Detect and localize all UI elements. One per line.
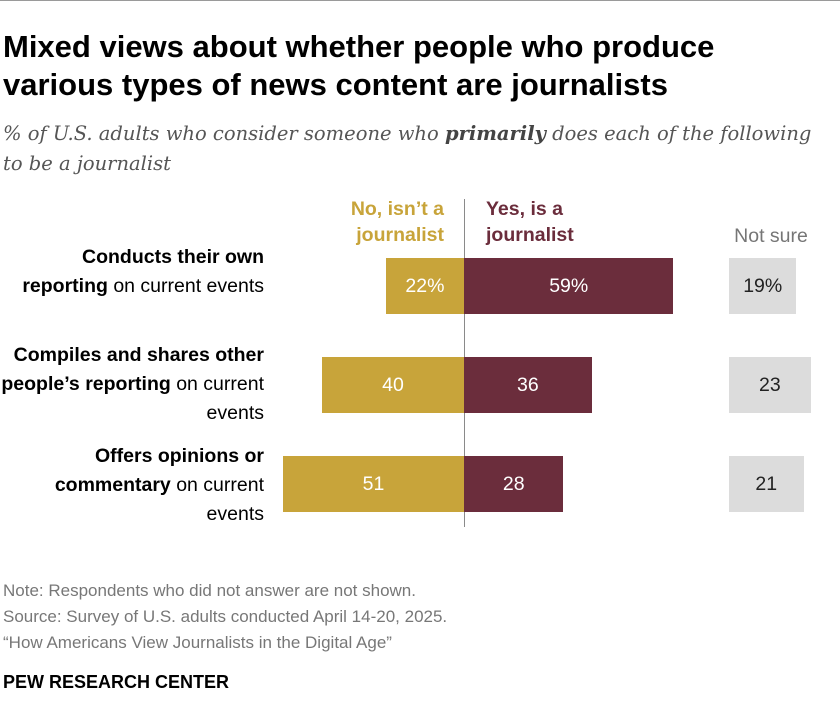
chart-subtitle: % of U.S. adults who consider someone wh… xyxy=(3,119,823,179)
category-label-2-rest: on current events xyxy=(170,373,264,424)
no-row-3-bar xyxy=(282,456,464,512)
not-sure-row-1-bar xyxy=(729,258,797,314)
yes-row-1-label: 59% xyxy=(549,275,589,297)
pew-logo-text: PEW RESEARCH CENTER xyxy=(3,672,230,692)
category-label-1-rest: on current events xyxy=(107,275,264,297)
category-label-2: Compiles and shares other people’s repor… xyxy=(0,341,264,428)
no-row-1-label: 22% xyxy=(405,275,445,297)
top-rule xyxy=(0,0,840,1)
no-row-3-label: 51 xyxy=(362,473,385,495)
subtitle-part-1: % of U.S. adults who consider someone wh… xyxy=(3,122,445,145)
not-sure-row-2-label: 23 xyxy=(758,374,781,396)
category-label-3: Offers opinions or commentary on current… xyxy=(0,442,264,529)
subtitle-part-2: does each of the following to be a journ… xyxy=(3,122,812,175)
yes-row-3-bar xyxy=(464,456,564,512)
legend-yes: Yes, is a journalist xyxy=(486,198,574,246)
category-label-2-bold: Compiles and shares other people’s repor… xyxy=(1,344,264,395)
not-sure-row-3-bar xyxy=(729,456,804,512)
category-label-1-bold: Conducts their own reporting xyxy=(22,246,264,297)
chart-title: Mixed views about whether people who pro… xyxy=(3,29,715,102)
legend-not-sure: Not sure xyxy=(734,225,808,247)
not-sure-row-3-label: 21 xyxy=(755,473,778,495)
source-text: Source: Survey of U.S. adults conducted … xyxy=(3,607,448,626)
category-label-1: Conducts their own reporting on current … xyxy=(0,243,264,301)
yes-row-3-label: 28 xyxy=(502,473,525,495)
yes-row-2-bar xyxy=(464,357,592,413)
yes-row-1-bar xyxy=(464,258,674,314)
category-label-3-bold: Offers opinions or commentary xyxy=(54,445,264,496)
subtitle-emphasis: primarily xyxy=(444,122,546,145)
category-label-3-rest: on current events xyxy=(170,474,264,525)
no-row-1-bar xyxy=(385,258,464,314)
yes-row-2-label: 36 xyxy=(517,374,539,396)
not-sure-row-2-bar xyxy=(729,357,811,413)
report-title-text: “How Americans View Journalists in the D… xyxy=(3,633,392,652)
legend-no: No, isn’t a journalist xyxy=(350,198,444,246)
note-text: Note: Respondents who did not answer are… xyxy=(3,581,416,600)
no-row-2-label: 40 xyxy=(382,374,404,396)
no-row-2-bar xyxy=(322,357,464,413)
not-sure-row-1-label: 19% xyxy=(743,275,783,297)
